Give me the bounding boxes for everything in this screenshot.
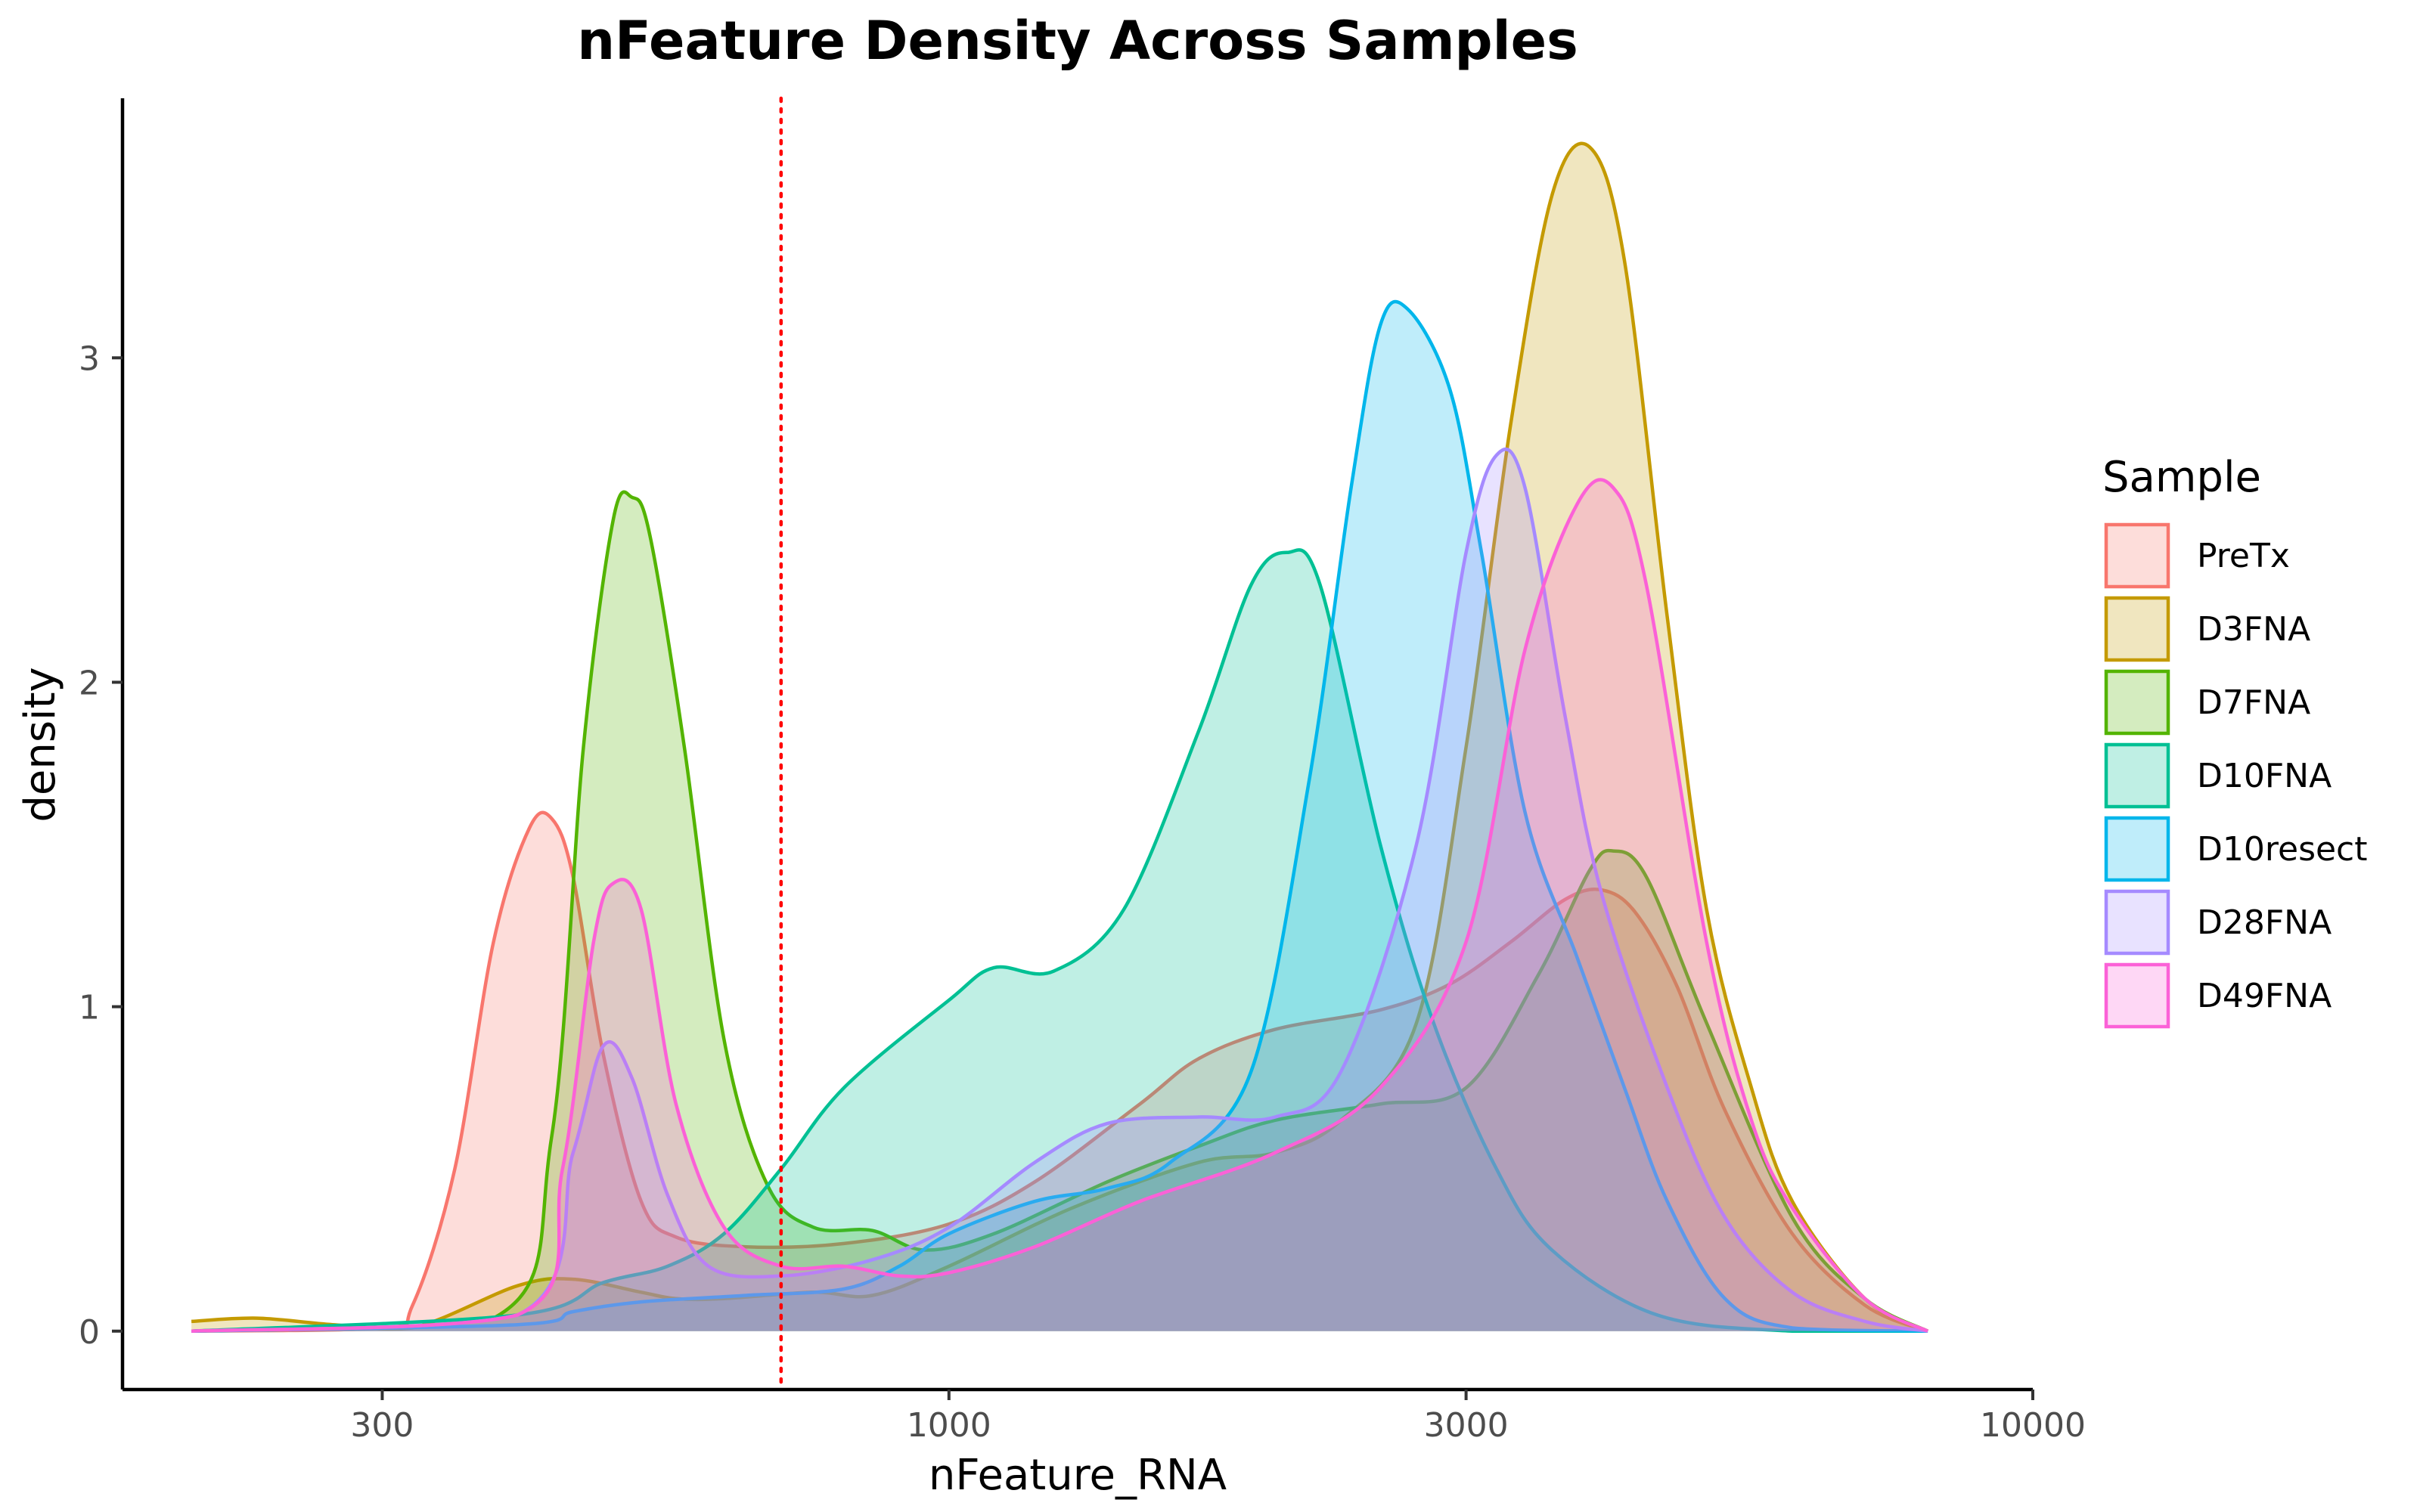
legend-key-d28fna <box>2104 889 2170 956</box>
legend-label-d10fna: D10FNA <box>2197 757 2332 795</box>
y-tick-label: 0 <box>79 1313 100 1352</box>
y-axis-title: density <box>16 667 65 822</box>
x-tick-label: 3000 <box>1424 1406 1509 1445</box>
density-curve-d28fna <box>191 448 1928 1334</box>
y-tick-label: 2 <box>79 664 100 702</box>
legend-key-bg <box>2105 963 2170 1028</box>
y-tick-label: 1 <box>79 989 100 1027</box>
legend-label-pretx: PreTx <box>2197 537 2290 575</box>
x-tick-label: 300 <box>350 1406 414 1445</box>
density-curve-d10resect <box>191 299 1928 1334</box>
legend-key-bg <box>2105 670 2170 735</box>
legend-label-d10resect: D10resect <box>2197 830 2368 869</box>
legend: Sample PreTx D3FNA D7FNA D10FNA D10resect D28F… <box>2102 453 2368 1029</box>
legend-key-d7fna <box>2104 669 2170 736</box>
x-tick-label: 1000 <box>907 1406 991 1445</box>
legend-label-d3fna: D3FNA <box>2197 610 2310 649</box>
density-fill-d10fna <box>191 550 1928 1331</box>
legend-label-d7fna: D7FNA <box>2197 683 2310 722</box>
legend-key-pretx <box>2104 522 2170 589</box>
legend-key-bg <box>2105 890 2170 955</box>
density-curve-d10fna <box>191 548 1928 1334</box>
legend-key-bg <box>2105 816 2170 881</box>
legend-label-d49fna: D49FNA <box>2197 977 2332 1015</box>
axes: 300 1000 3000 10000 0 1 2 3 <box>79 98 2086 1445</box>
density-fill-d7fna <box>191 491 1928 1331</box>
legend-key-bg <box>2105 743 2170 808</box>
density-fill-d28fna <box>191 449 1928 1331</box>
legend-key-d3fna <box>2104 596 2170 662</box>
legend-key-bg <box>2105 596 2170 662</box>
legend-label-d28fna: D28FNA <box>2197 903 2332 942</box>
density-curve-d3fna <box>191 141 1929 1333</box>
legend-key-d49fna <box>2104 962 2170 1029</box>
legend-key-d10fna <box>2104 742 2170 809</box>
legend-title: Sample <box>2102 453 2261 502</box>
legend-key-d10resect <box>2104 816 2170 882</box>
density-areas <box>191 141 1929 1334</box>
chart-title: nFeature Density Across Samples <box>577 10 1578 72</box>
x-axis-title: nFeature_RNA <box>929 1451 1227 1500</box>
y-tick-label: 3 <box>79 339 100 378</box>
density-fill-pretx <box>191 812 1928 1331</box>
density-fill-d49fna <box>191 479 1928 1331</box>
density-fill-d10resect <box>191 301 1928 1331</box>
density-fill-d3fna <box>191 143 1928 1331</box>
legend-key-bg <box>2105 523 2170 588</box>
density-curve-d49fna <box>191 478 1929 1334</box>
x-tick-label: 10000 <box>1980 1406 2086 1445</box>
